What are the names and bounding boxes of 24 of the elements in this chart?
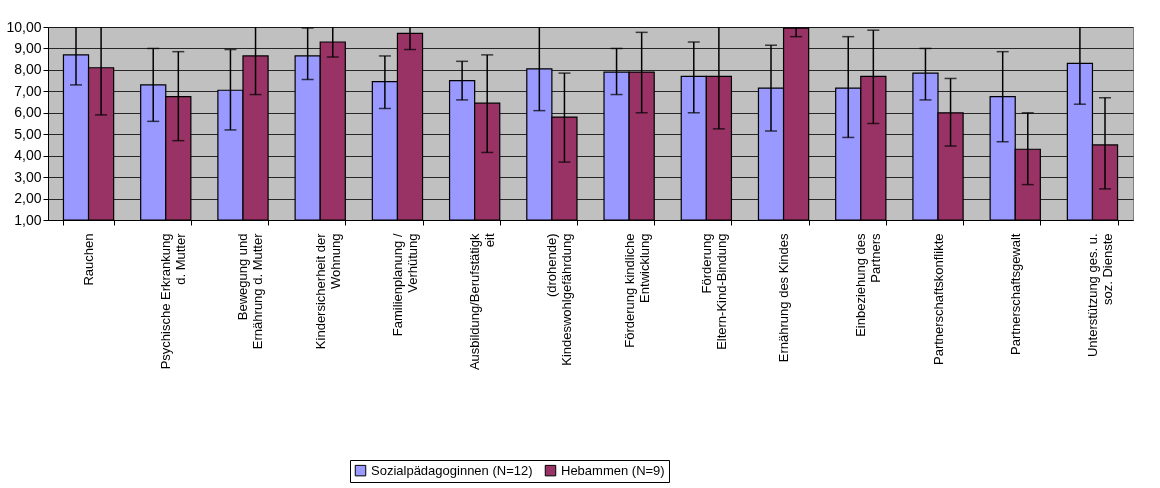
x-tick-label: Rauchen (81, 233, 97, 286)
x-tick-label: Kindersicherheit der Wohnung (312, 232, 343, 350)
y-tick-label: 5,00 (14, 125, 42, 142)
x-tick-label: Psychische Erkrankung d. Mutter (158, 232, 189, 370)
x-tick-label: Ernährung des Kindes (776, 233, 792, 363)
y-tick-label: 2,00 (14, 190, 42, 207)
x-tick-label: Förderung Eltern-Kind-Bindung (698, 233, 729, 350)
y-tick-label: 4,00 (14, 147, 42, 164)
y-tick-label: 1,00 (14, 211, 42, 228)
y-tick-label: 10,00 (6, 18, 42, 35)
legend-label: Hebammen (N=9) (561, 462, 665, 478)
x-tick-label: Familienplanung / Verhütung (389, 233, 420, 337)
x-tick-label: Ausbildung/Berufstätigkeit (467, 233, 498, 371)
x-tick-label: Unterstützung ges. u. soz. Dienste (1084, 233, 1115, 358)
legend-label: Sozialpädagoginnen (N=12) (371, 462, 533, 478)
y-tick-label: 9,00 (14, 39, 42, 56)
y-tick-label: 8,00 (14, 61, 42, 78)
y-tick-label: 6,00 (14, 104, 42, 121)
y-tick-label: 7,00 (14, 82, 42, 99)
y-tick-label: 3,00 (14, 168, 42, 185)
x-tick-label: Partnerschaftskonflikte (930, 233, 946, 366)
x-tick-label: Förderung kindliche Entwicklung (621, 233, 652, 348)
x-tick-label: Partnerschaftsgewalt (1007, 233, 1023, 355)
x-tick-label: Einbeziehung des Partners (853, 233, 884, 337)
